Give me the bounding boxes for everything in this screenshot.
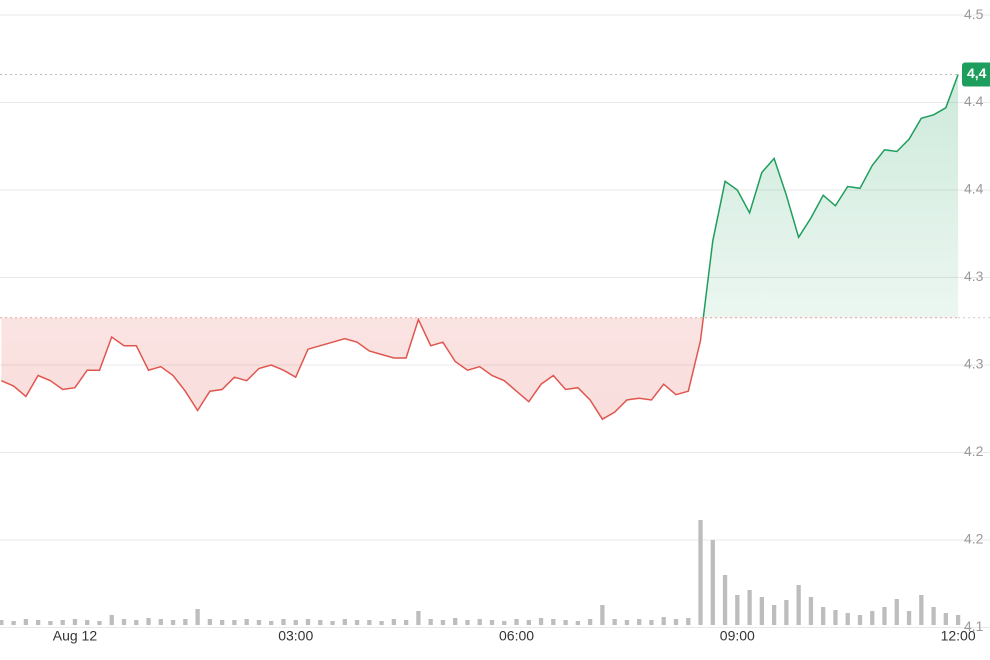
volume-bar — [894, 599, 899, 625]
volume-bar — [0, 620, 4, 625]
volume-bar — [48, 621, 53, 625]
volume-bar — [72, 619, 78, 625]
volume-bar — [673, 619, 679, 625]
volume-bar — [821, 607, 826, 625]
volume-bar — [121, 619, 127, 625]
volume-bar — [808, 597, 814, 625]
volume-bar — [943, 613, 948, 625]
x-tick-label: 03:00 — [278, 628, 313, 644]
volume-bar — [587, 619, 593, 625]
volume-bar — [354, 620, 360, 625]
x-tick-label: 12:00 — [941, 628, 976, 644]
volume-bar — [931, 607, 936, 625]
volume-bar — [440, 620, 446, 625]
volume-bar — [551, 619, 556, 625]
volume-bar — [845, 613, 850, 625]
price-area-up — [703, 74, 959, 318]
volume-bar — [722, 575, 728, 625]
volume-bar — [563, 620, 568, 625]
volume-bar — [428, 619, 433, 625]
y-tick-label: 4.1 — [964, 618, 984, 634]
volume-bar — [36, 620, 41, 625]
volume-bar — [146, 618, 151, 625]
volume-bar — [158, 619, 163, 625]
volume-bar — [195, 609, 200, 625]
volume-bar — [256, 620, 262, 625]
volume-bar — [465, 620, 470, 625]
volume-bar — [857, 615, 863, 625]
volume-bar — [23, 619, 29, 625]
x-tick-label: 06:00 — [499, 628, 534, 644]
price-line-up — [418, 74, 959, 318]
volume-bar — [735, 595, 740, 625]
volume-bar — [305, 619, 311, 625]
volume-bar — [833, 610, 838, 625]
y-tick-label: 4.5 — [964, 6, 984, 22]
price-area-down — [1, 317, 959, 420]
volume-bar — [649, 620, 654, 625]
volume-bar — [784, 600, 789, 625]
volume-bar — [318, 620, 323, 625]
volume-bar — [710, 540, 715, 625]
x-tick-label: Aug 12 — [53, 628, 98, 644]
last-price-label: 4,4 — [967, 65, 987, 81]
volume-bar — [624, 620, 630, 625]
volume-bar — [514, 619, 519, 625]
volume-bar — [219, 620, 225, 625]
volume-bar — [502, 621, 507, 625]
volume-bar — [906, 611, 912, 625]
volume-bar — [796, 585, 801, 625]
volume-bar — [293, 620, 298, 625]
volume-bar — [919, 595, 924, 625]
volume-bar — [538, 618, 544, 625]
volume-bar — [281, 619, 286, 625]
volume-bar — [232, 620, 237, 625]
volume-bar — [85, 620, 90, 625]
volume-bar — [526, 620, 531, 625]
volume-bar — [870, 611, 875, 625]
y-tick-label: 4.3 — [964, 268, 984, 284]
last-price-badge — [962, 62, 990, 87]
volume-bar — [97, 621, 102, 625]
volume-bar — [747, 590, 752, 625]
volume-bar — [379, 621, 384, 625]
y-tick-label: 4.2 — [964, 531, 984, 547]
volume-bar — [882, 607, 887, 625]
price-line-down — [1, 317, 705, 421]
volume-bar — [207, 619, 213, 625]
volume-bar — [489, 620, 495, 625]
volume-bar — [771, 605, 777, 625]
y-tick-label: 4.3 — [964, 356, 984, 372]
volume-bar — [661, 617, 666, 625]
volume-bar — [612, 619, 617, 625]
volume-bar — [11, 621, 16, 625]
volume-bar — [686, 618, 691, 625]
volume-bar — [759, 597, 764, 625]
volume-bar — [600, 605, 605, 625]
volume-bar — [955, 615, 961, 625]
volume-bar — [391, 619, 397, 625]
volume-bar — [109, 615, 114, 625]
volume-bar — [183, 619, 188, 625]
volume-bar — [60, 620, 65, 625]
volume-bar — [575, 621, 581, 625]
volume-bar — [698, 520, 703, 625]
y-tick-label: 4.4 — [964, 93, 984, 109]
volume-bar — [477, 619, 482, 625]
volume-bar — [403, 620, 409, 625]
volume-bar — [453, 618, 458, 625]
x-tick-label: 09:00 — [720, 628, 755, 644]
volume-bar — [330, 621, 335, 625]
volume-bar — [244, 619, 249, 625]
y-tick-label: 4.2 — [964, 443, 984, 459]
volume-bar — [637, 619, 642, 625]
volume-bar — [170, 620, 176, 625]
volume-bar — [134, 620, 139, 625]
volume-bar — [416, 611, 421, 625]
y-tick-label: 4.4 — [964, 181, 984, 197]
volume-bar — [367, 620, 372, 625]
volume-bar — [342, 619, 347, 625]
volume-bar — [269, 621, 274, 625]
